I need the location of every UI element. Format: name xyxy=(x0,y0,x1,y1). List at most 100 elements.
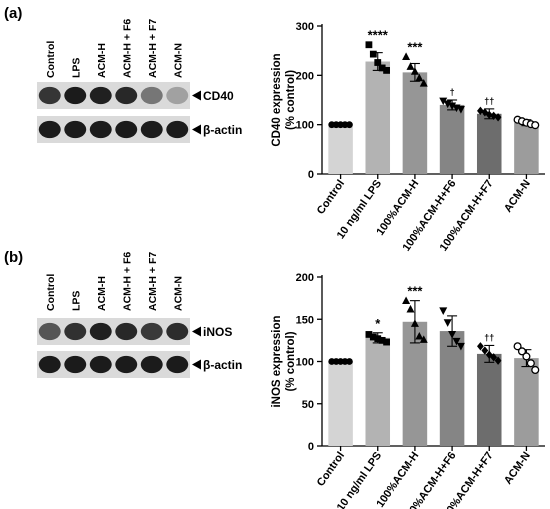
data-point xyxy=(419,335,428,343)
blot-lane-label: ACM-N xyxy=(172,43,184,78)
blot-band xyxy=(64,322,87,341)
significance-label: †† xyxy=(484,96,494,106)
blot-band xyxy=(38,120,61,139)
blot-band xyxy=(64,86,87,105)
blot-band xyxy=(115,120,138,139)
data-point xyxy=(456,105,465,114)
data-point xyxy=(443,100,452,109)
y-axis-label: (% control) xyxy=(285,70,297,130)
data-point xyxy=(477,342,484,351)
data-point xyxy=(448,331,457,339)
data-point xyxy=(346,121,353,129)
blot-row-label: iNOS xyxy=(203,325,232,339)
y-tick-label: 50 xyxy=(302,399,314,411)
x-tick-label: Control xyxy=(315,178,347,217)
blot-lane-label: ACM-H xyxy=(96,276,108,311)
data-point xyxy=(365,331,373,338)
blot-row-label: CD40 xyxy=(203,89,234,103)
data-point xyxy=(410,67,419,75)
data-point xyxy=(531,365,540,375)
bar xyxy=(402,72,428,174)
blot-band xyxy=(140,322,163,341)
bar xyxy=(476,353,502,446)
blot-band xyxy=(115,86,138,105)
y-tick-label: 100 xyxy=(296,120,314,132)
y-axis-label: iNOS expression xyxy=(271,315,283,407)
blot-band xyxy=(89,120,112,139)
data-point xyxy=(369,333,377,341)
bar-chart-inos: 0 50 100 150 200 iNOS expression (% control) Co… xyxy=(271,272,545,509)
data-point xyxy=(448,102,457,111)
panel-b-letter: (b) xyxy=(4,249,23,266)
western-blot-a: Control LPS ACM-H ACM-H + F6 ACM-H + F7 ACM-N… xyxy=(37,19,242,143)
blot-band xyxy=(140,355,163,374)
blot-band xyxy=(89,355,112,374)
data-point xyxy=(490,111,498,120)
significance-label: * xyxy=(375,316,381,331)
data-point xyxy=(378,64,386,72)
y-tick-label: 150 xyxy=(296,314,314,326)
panel-a-letter: (a) xyxy=(4,5,22,22)
significance-label: † xyxy=(450,87,455,97)
arrow-icon xyxy=(192,359,201,370)
bar xyxy=(439,331,465,446)
blot-band xyxy=(89,322,112,341)
y-tick-label: 0 xyxy=(308,441,314,453)
data-point xyxy=(443,319,452,327)
y-axis-label: (% control) xyxy=(285,331,297,391)
significance-label: **** xyxy=(368,28,389,43)
y-axis-label: CD40 expression xyxy=(271,53,283,146)
data-point xyxy=(481,346,489,355)
blot-band xyxy=(166,322,189,341)
x-tick-label: Control xyxy=(315,450,347,489)
blot-band xyxy=(115,322,138,341)
data-point xyxy=(522,352,531,361)
blot-background xyxy=(37,116,190,143)
data-point xyxy=(456,342,465,351)
blot-band xyxy=(64,120,87,139)
data-point xyxy=(526,359,535,368)
western-blot-b: Control LPS ACM-H ACM-H + F6 ACM-H + F7 ACM-N… xyxy=(37,252,242,378)
data-point xyxy=(439,97,448,106)
blot-row-label: β-actin xyxy=(203,358,242,372)
blot-lane-label: ACM-H xyxy=(96,43,108,78)
x-tick-label: ACM-N xyxy=(502,178,533,215)
blot-band xyxy=(140,86,163,105)
data-point xyxy=(346,358,353,365)
blot-lane-label: ACM-H + F6 xyxy=(121,252,133,311)
bar xyxy=(365,337,391,446)
y-tick-label: 200 xyxy=(296,70,314,82)
blot-band xyxy=(89,86,112,105)
data-point xyxy=(494,113,502,122)
arrow-icon xyxy=(192,326,201,337)
blot-band xyxy=(38,86,61,105)
y-tick-label: 100 xyxy=(296,357,314,369)
blot-band xyxy=(38,355,61,374)
bar xyxy=(476,113,502,174)
data-point xyxy=(378,336,386,344)
blot-band xyxy=(64,355,87,374)
data-point xyxy=(485,350,493,359)
data-point xyxy=(365,41,373,49)
data-point xyxy=(494,356,502,365)
data-point xyxy=(402,296,411,305)
data-point xyxy=(485,110,493,119)
bar-chart-cd40: 0 100 200 300 CD40 expression (% control) Cont… xyxy=(271,21,545,254)
blot-band xyxy=(115,355,138,374)
data-point xyxy=(419,79,428,87)
data-point xyxy=(369,50,377,58)
data-point xyxy=(452,337,461,346)
blot-band xyxy=(140,120,163,139)
blot-lane-label: LPS xyxy=(70,291,82,311)
blot-lane-label: Control xyxy=(45,274,57,311)
data-point xyxy=(513,342,522,351)
data-point xyxy=(374,59,382,66)
data-point xyxy=(490,353,498,362)
data-point xyxy=(374,335,382,343)
blot-lane-label: Control xyxy=(45,41,57,78)
y-tick-label: 200 xyxy=(296,272,314,284)
blot-band xyxy=(166,86,189,105)
data-point xyxy=(439,307,448,315)
arrow-icon xyxy=(192,90,201,101)
blot-lane-label: ACM-N xyxy=(172,276,184,311)
